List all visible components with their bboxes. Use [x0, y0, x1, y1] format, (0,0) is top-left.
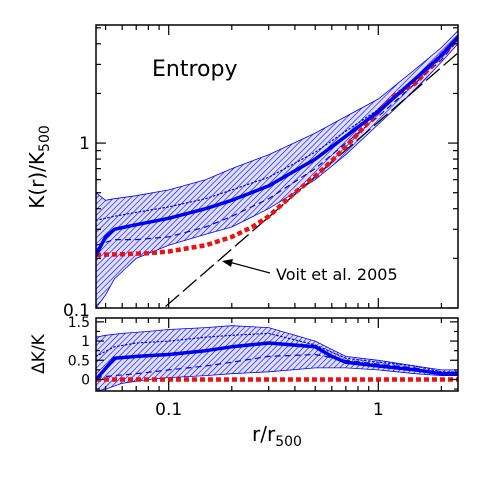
annotation: Voit et al. 2005: [222, 259, 398, 284]
mean-line-bottom: [96, 332, 458, 373]
lower-line-bottom: [96, 353, 458, 379]
annotation-arrow-line: [228, 261, 271, 274]
y-axis-title-bottom: ΔK/K: [29, 333, 49, 374]
panel-title: Entropy: [152, 57, 237, 82]
top-panel: 0.11 Entropy Voit et al. 2005 K(r)/K500: [25, 24, 459, 321]
top-plot-area: [96, 30, 458, 308]
x-tick-label: 1: [373, 400, 384, 420]
bottom-panel-frame: [95, 317, 459, 392]
bottom-tick-marks: [96, 318, 458, 391]
median-line-top: [96, 35, 458, 257]
median-line-bottom: [96, 341, 458, 382]
baseline-line-top: [162, 52, 458, 308]
x-axis-title-main: r/r: [252, 422, 276, 446]
annotation-arrowhead: [222, 259, 233, 267]
bottom-plot-area: [96, 325, 458, 391]
bottom-panel: 0 0.5 1 1.5 0.1 1 ΔK/K r/r500: [29, 315, 459, 450]
x-axis-title: r/r500: [252, 422, 302, 450]
y-tick-label-top: 0.1: [63, 301, 90, 321]
top-panel-frame: [95, 24, 459, 309]
x-tick-label: 0.1: [155, 400, 182, 420]
y-axis-title-top-main: K(r)/K: [25, 151, 49, 209]
y-tick-label-top: 1: [79, 134, 90, 154]
y-axis-title-top-subscript: 500: [37, 125, 53, 152]
top-tick-labels: 0.11: [63, 134, 90, 321]
y-tick-label-bottom: 1: [81, 334, 90, 350]
scatter-band-top: [96, 30, 458, 308]
y-tick-label-bottom: 1.5: [68, 315, 90, 331]
annotation-label: Voit et al. 2005: [276, 265, 398, 284]
y-axis-title-top: K(r)/K500: [25, 125, 53, 209]
x-axis-title-subscript: 500: [275, 434, 302, 450]
y-tick-label-bottom: 0.5: [68, 353, 90, 369]
y-tick-label-bottom: 0: [81, 372, 90, 388]
lower-line-top: [96, 39, 458, 246]
bottom-tick-labels: 0 0.5 1 1.5 0.1 1: [68, 315, 384, 420]
